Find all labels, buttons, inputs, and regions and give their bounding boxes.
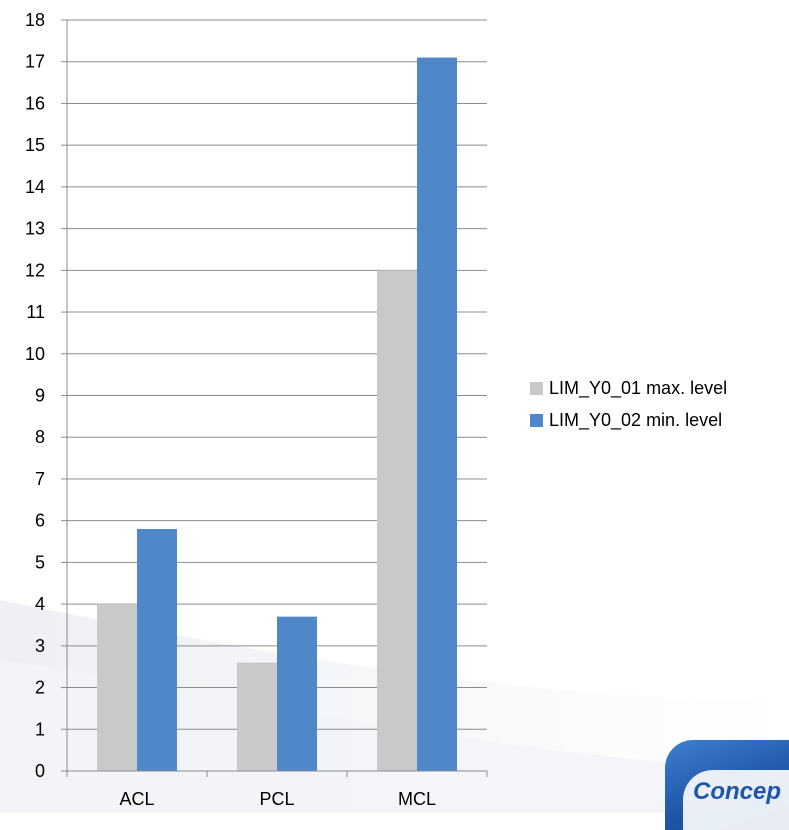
bars — [97, 57, 457, 772]
bar-1-mcl — [377, 270, 417, 771]
y-tick-label: 16 — [25, 93, 45, 113]
legend-swatch-series-1 — [530, 381, 543, 395]
y-tick-label: 18 — [25, 10, 45, 30]
y-tick-label: 13 — [25, 219, 45, 239]
y-tick-label: 4 — [35, 594, 45, 614]
legend-swatch-series-2 — [530, 413, 543, 427]
bar-2-acl — [137, 529, 177, 771]
x-tick-label: MCL — [398, 789, 436, 809]
legend: LIM_Y0_01 max. level LIM_Y0_02 min. leve… — [530, 375, 727, 439]
logo-text: Concep — [693, 778, 782, 805]
bar-1-pcl — [237, 662, 277, 771]
y-tick-label: 11 — [26, 302, 45, 322]
x-tick-label: ACL — [119, 789, 154, 809]
x-tick-label: PCL — [259, 789, 294, 809]
y-tick-label: 0 — [35, 761, 45, 781]
y-tick-label: 12 — [25, 260, 45, 280]
y-tick-label: 10 — [25, 344, 45, 364]
y-tick-label: 6 — [35, 511, 45, 531]
y-tick-label: 1 — [35, 719, 45, 739]
legend-label-series-1: LIM_Y0_01 max. level — [549, 377, 728, 398]
bar-1-acl — [97, 604, 137, 771]
y-tick-label: 5 — [35, 552, 45, 572]
y-tick-label: 7 — [35, 469, 45, 489]
legend-label-series-2: LIM_Y0_02 min. level — [549, 409, 723, 430]
y-tick-label: 15 — [25, 135, 45, 155]
y-tick-label: 8 — [35, 427, 45, 447]
y-tick-label: 3 — [35, 636, 45, 656]
bar-2-pcl — [277, 616, 317, 771]
y-tick-label: 14 — [25, 177, 45, 197]
legend-item-series-2: LIM_Y0_02 min. level — [530, 407, 727, 433]
y-tick-label: 9 — [35, 386, 45, 406]
y-tick-label: 17 — [25, 52, 45, 72]
bar-2-mcl — [417, 57, 457, 772]
axes — [61, 19, 488, 777]
legend-item-series-1: LIM_Y0_01 max. level — [530, 375, 727, 401]
company-logo: Concep — [665, 740, 789, 830]
y-tick-label: 2 — [35, 678, 45, 698]
